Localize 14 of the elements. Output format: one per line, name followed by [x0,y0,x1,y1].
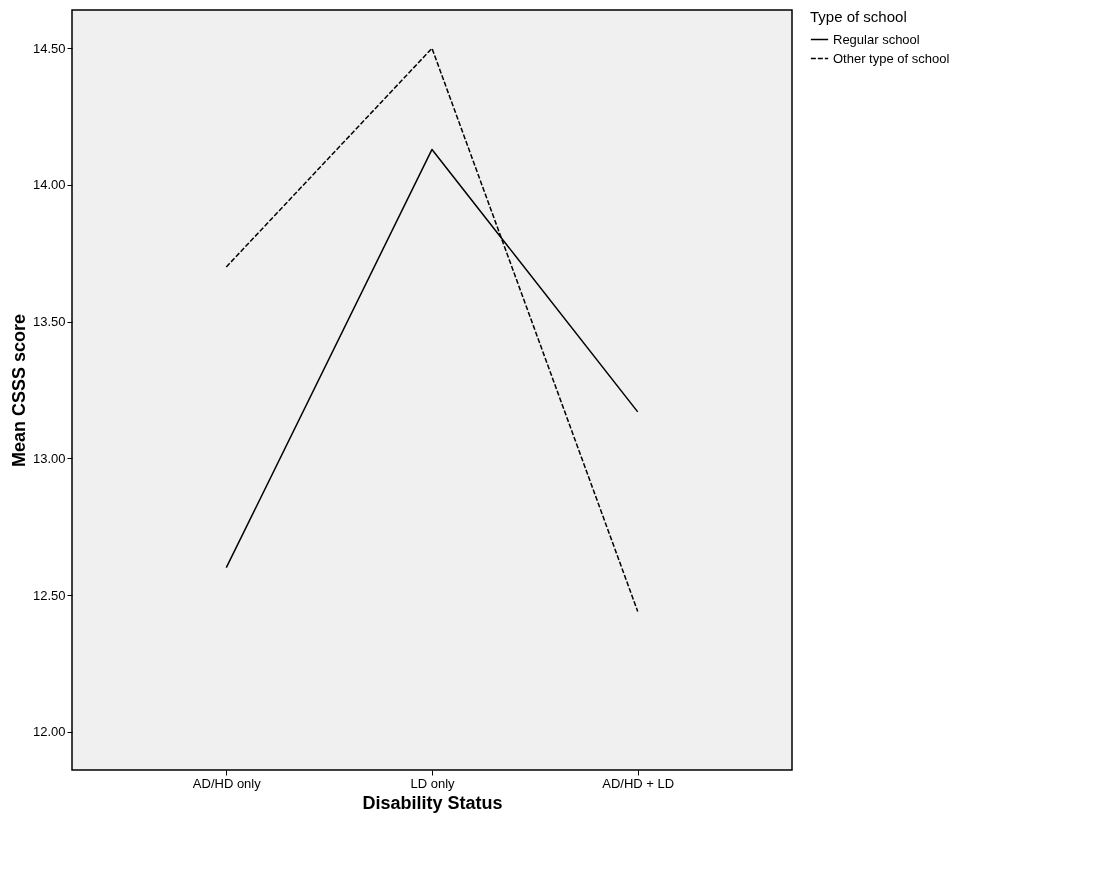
x-axis-title: Disability Status [362,792,503,813]
x-tick-label: AD/HD only [192,775,262,791]
legend-title: Type of school [810,8,907,25]
y-tick-label: 13.00 [32,450,66,466]
legend-label: Regular school [833,31,920,47]
x-tick-label: AD/HD + LD [602,775,675,791]
legend-label: Other type of school [833,50,950,66]
y-axis-title: Mean CSSS score [8,313,29,468]
y-tick-label: 14.50 [32,40,66,56]
y-tick-label: 13.50 [32,314,66,330]
y-tick-label: 12.50 [32,587,66,603]
y-tick-label: 12.00 [32,724,66,740]
y-tick-label: 14.00 [32,177,66,193]
x-tick-label: LD only [410,775,456,791]
